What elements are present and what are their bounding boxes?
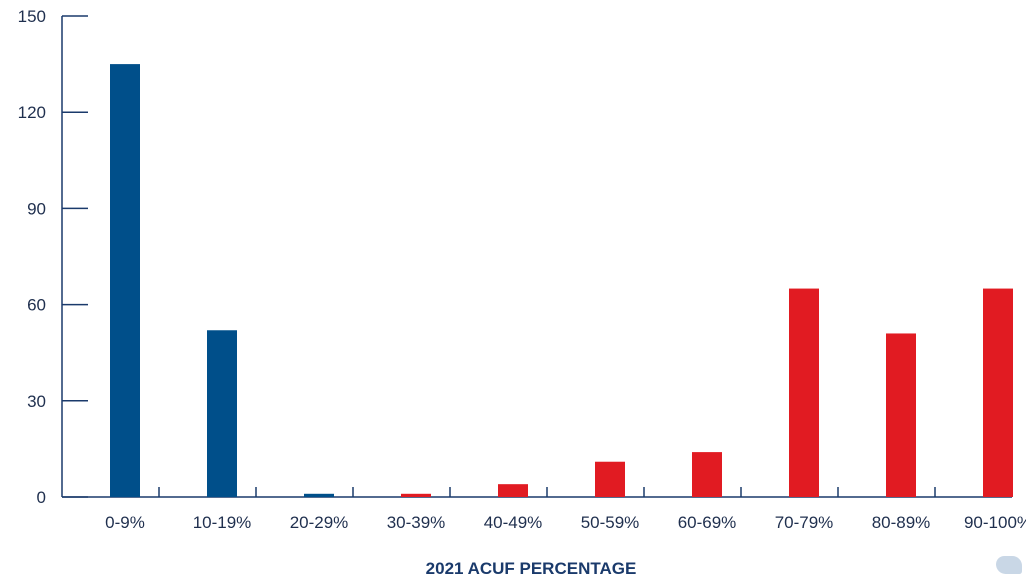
x-tick-label: 10-19% xyxy=(193,513,252,532)
x-tick-label: 80-89% xyxy=(872,513,931,532)
x-tick-label: 0-9% xyxy=(105,513,145,532)
bar-30-39% xyxy=(401,493,431,497)
bar-50-59% xyxy=(595,461,625,497)
x-tick-label: 90-100% xyxy=(964,513,1026,532)
y-tick-label: 90 xyxy=(27,199,46,218)
y-tick-label: 120 xyxy=(18,103,46,122)
x-tick-label: 20-29% xyxy=(290,513,349,532)
x-axis: 0-9% 10-19% 20-29% 30-39% 40-49% 50-59% 60-69%… xyxy=(62,487,1026,532)
bar-40-49% xyxy=(498,484,528,497)
y-tick-label: 0 xyxy=(37,488,46,507)
bar-70-79% xyxy=(789,288,819,497)
y-tick-label: 30 xyxy=(27,392,46,411)
x-axis-title: 2021 ACUF PERCENTAGE xyxy=(426,559,637,578)
corner-decoration xyxy=(996,556,1022,574)
x-tick-label: 60-69% xyxy=(678,513,737,532)
x-tick-label: 50-59% xyxy=(581,513,640,532)
y-tick-label: 60 xyxy=(27,296,46,315)
y-tick-label: 150 xyxy=(18,7,46,26)
x-tick-label: 30-39% xyxy=(387,513,446,532)
y-axis: 0 30 60 90 120 150 xyxy=(18,7,88,507)
bars xyxy=(110,64,1013,497)
x-tick-label: 40-49% xyxy=(484,513,543,532)
bar-80-89% xyxy=(886,333,916,497)
bar-60-69% xyxy=(692,452,722,497)
bar-90-100% xyxy=(983,288,1013,497)
bar-20-29% xyxy=(304,493,334,497)
bar-10-19% xyxy=(207,330,237,497)
bar-0-9% xyxy=(110,64,140,497)
x-tick-label: 70-79% xyxy=(775,513,834,532)
